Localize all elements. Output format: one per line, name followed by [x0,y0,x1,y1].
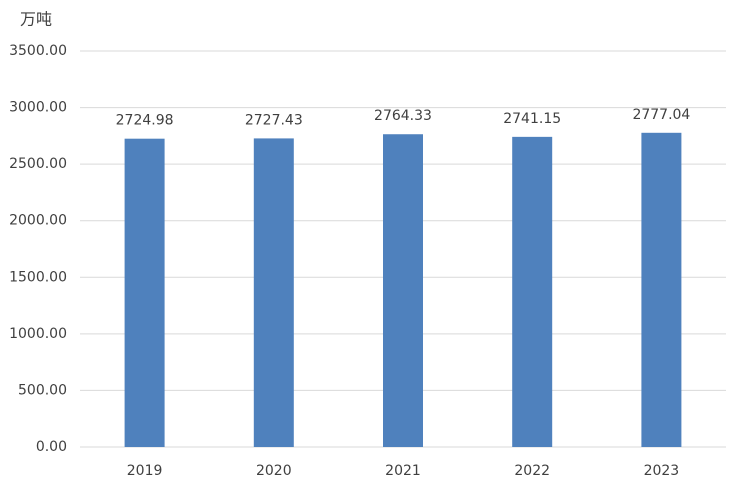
data-label: 2764.33 [374,108,432,124]
y-tick-label: 2500.00 [9,156,67,172]
x-tick-label: 2022 [514,463,550,479]
x-tick-label: 2021 [385,463,421,479]
y-tick-label: 0.00 [36,439,67,455]
y-tick-label: 500.00 [18,382,67,398]
data-label: 2724.98 [116,113,174,129]
x-tick-label: 2020 [256,463,292,479]
bar [124,138,165,447]
data-label: 2777.04 [632,107,690,123]
y-tick-label: 2000.00 [9,213,67,229]
y-tick-label: 1500.00 [9,269,67,285]
data-label: 2741.15 [503,111,561,127]
y-axis-unit: 万吨 [20,10,52,29]
bar [383,134,423,447]
y-tick-label: 3500.00 [9,43,67,59]
bar [512,136,553,447]
data-label: 2727.43 [245,112,303,128]
bar [253,138,294,448]
x-tick-label: 2019 [127,463,163,479]
y-tick-label: 1000.00 [9,326,67,342]
bar [641,132,682,447]
y-tick-label: 3000.00 [9,100,67,116]
x-tick-label: 2023 [644,463,680,479]
